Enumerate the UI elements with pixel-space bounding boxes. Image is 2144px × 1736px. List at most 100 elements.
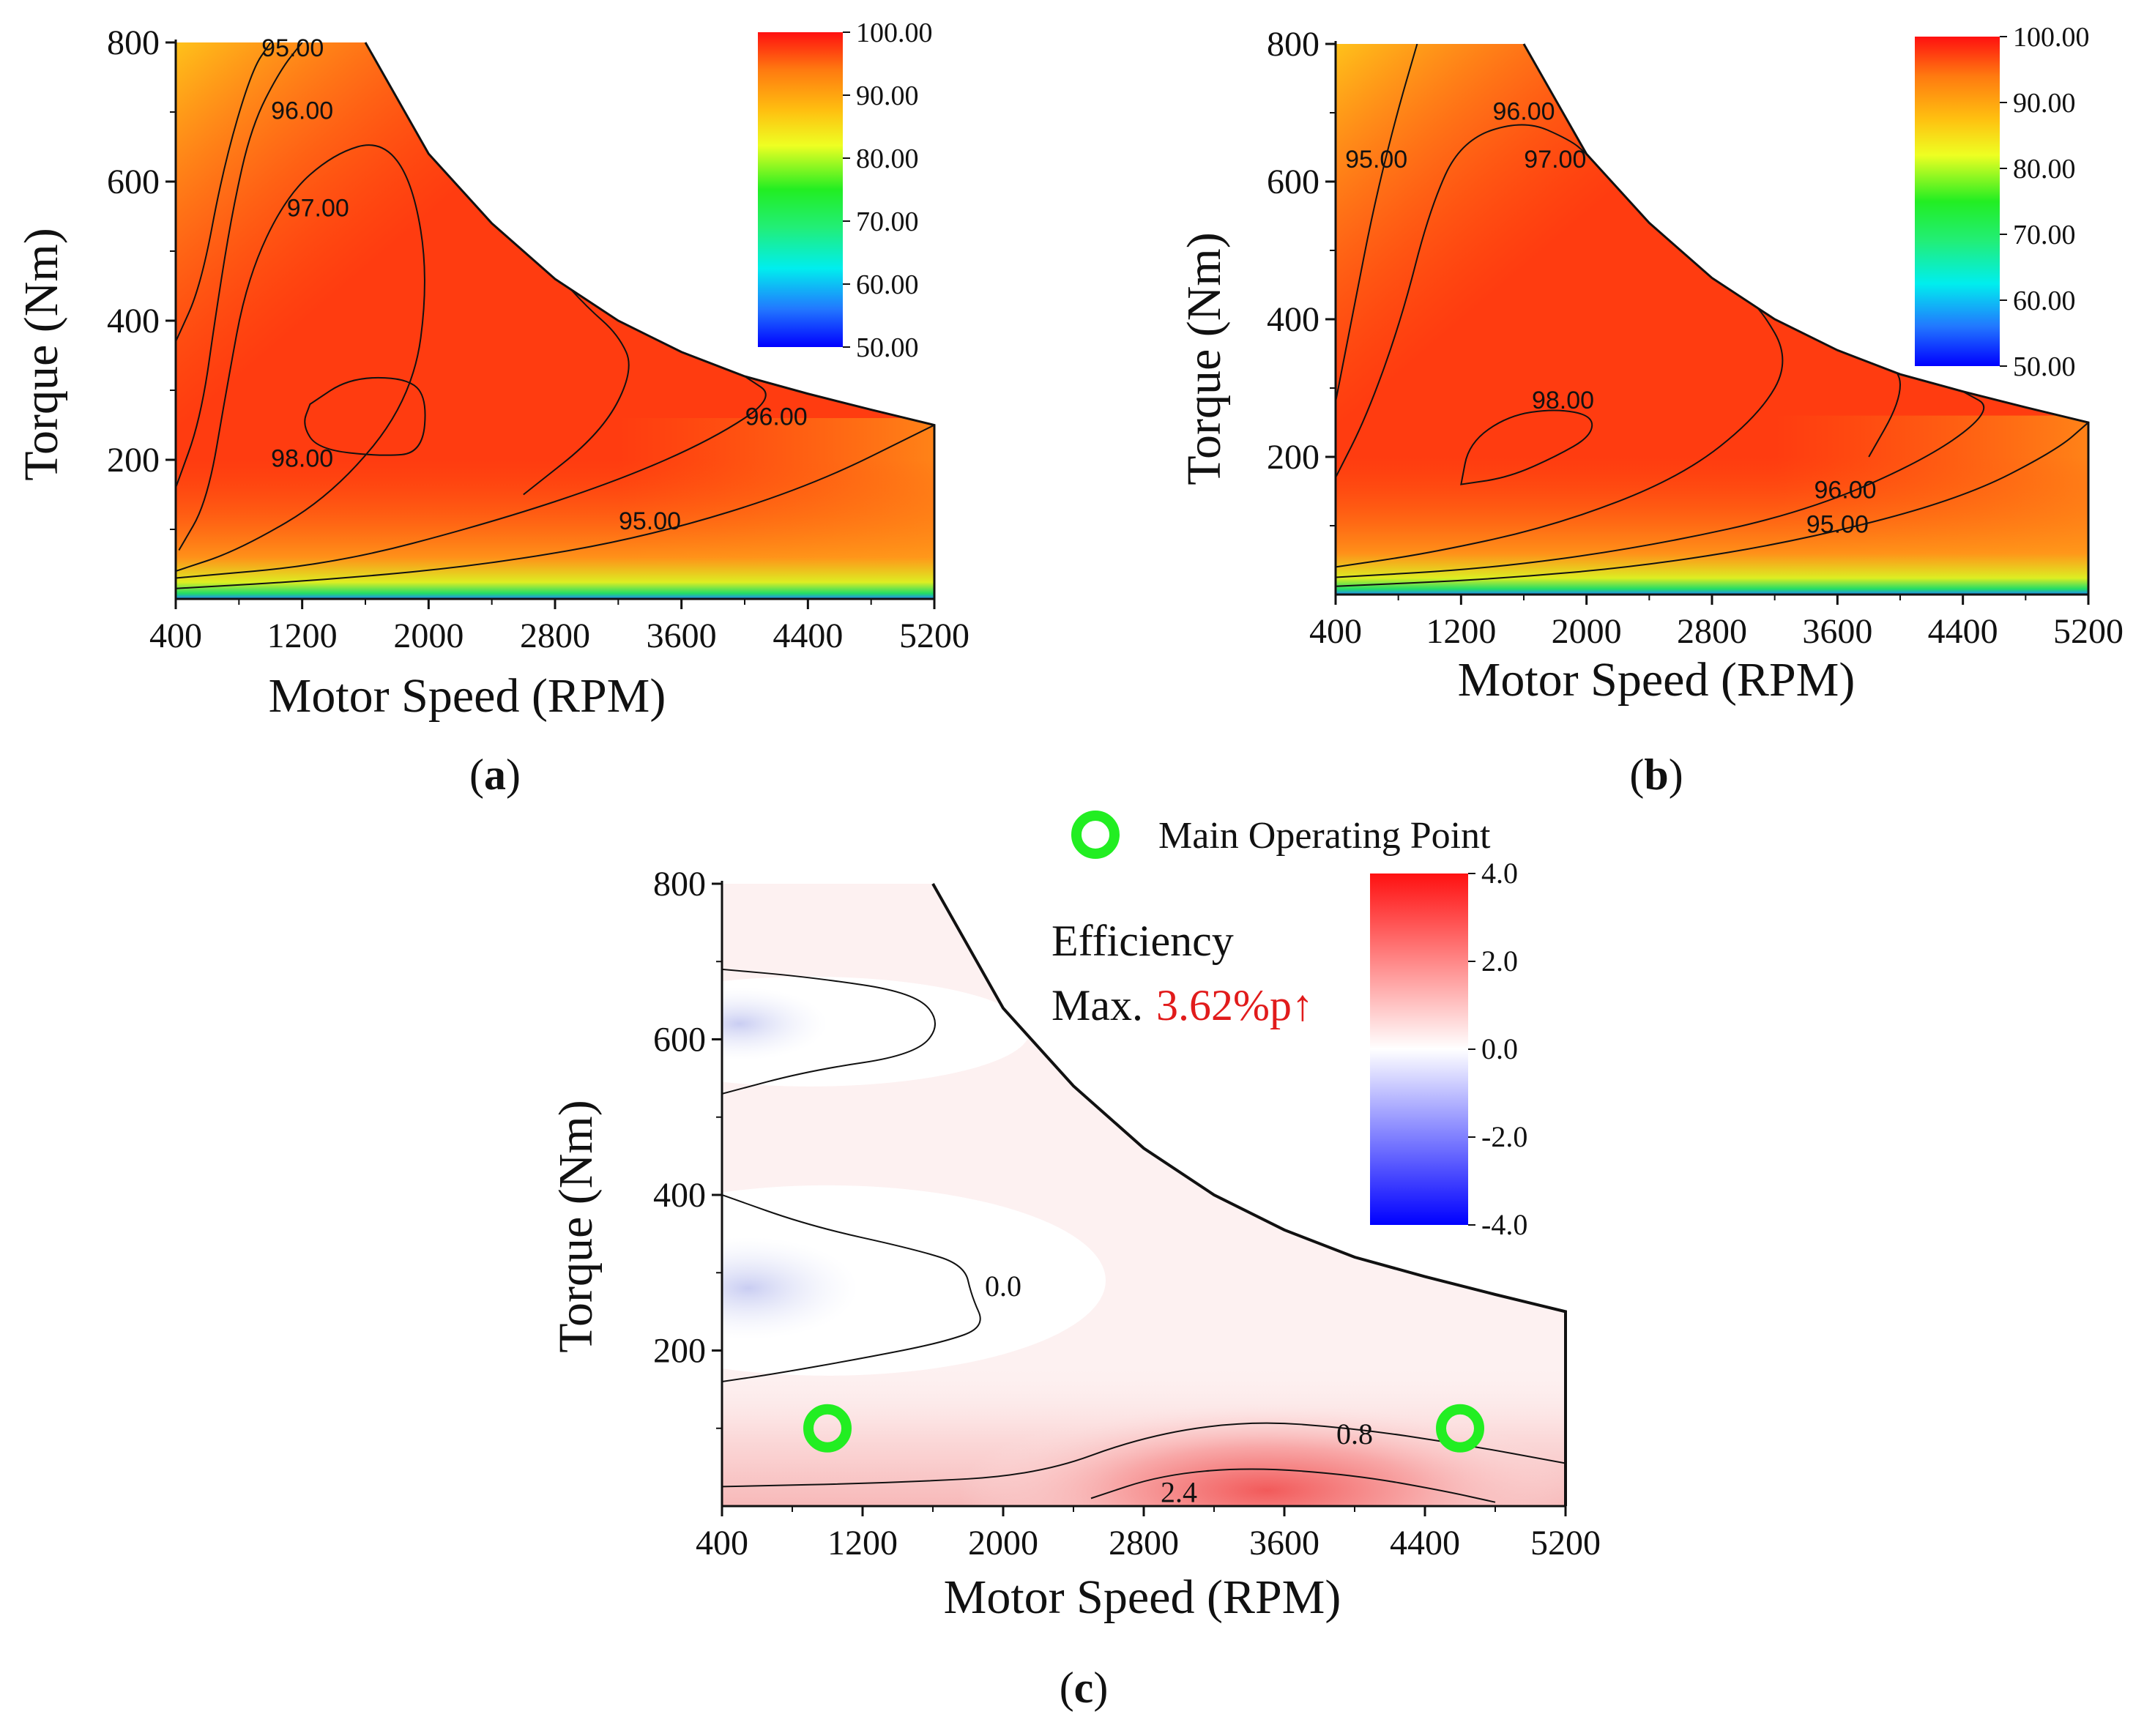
max-torque-envelope (931, 883, 1567, 1506)
x-tick-label: 3600 (1249, 1524, 1319, 1562)
contour-line (176, 42, 272, 342)
x-tick-label: 2000 (1552, 612, 1622, 651)
contour-line (176, 424, 934, 589)
colorbar-tick-label: 50.00 (856, 332, 919, 363)
colorbar-tick-label: 60.00 (856, 269, 919, 300)
colorbar-tick-label: 60.00 (2013, 286, 2076, 316)
y-tick-label: 600 (653, 1021, 706, 1059)
y-tick-label: 200 (1267, 438, 1319, 477)
x-axis-title: Motor Speed (RPM) (944, 1571, 1341, 1624)
annotation-title: Efficiency (1051, 917, 1234, 965)
y-tick-label: 800 (1267, 25, 1319, 64)
x-tick-label: 1200 (1426, 612, 1496, 651)
colorbar-tick-label: 80.00 (2013, 154, 2076, 185)
difference-negative-region-upper (722, 987, 827, 1061)
efficiency-low-region-bottom (1336, 457, 2088, 595)
efficiency-low-region-bottom (176, 460, 934, 599)
colorbar-tick-label: 0.0 (1481, 1032, 1518, 1065)
contour-line (1460, 409, 1593, 485)
x-axis-title: Motor Speed (RPM) (269, 669, 666, 723)
efficiency-low-region-left (176, 42, 631, 432)
x-tick-label: 2000 (393, 616, 464, 655)
colorbar-tick-labels: 4.0 2.0 0.0 -2.0 -4.0 (1468, 857, 1527, 1241)
contour-line (1336, 44, 1418, 402)
x-tick-label: 3600 (647, 616, 717, 655)
x-axis-title: Motor Speed (RPM) (1458, 653, 1855, 707)
y-tick-label: 400 (107, 302, 160, 340)
difference-negative-region-middle (722, 1237, 858, 1340)
contour-lines (176, 42, 934, 589)
y-axis-title: Torque (Nm) (15, 228, 68, 480)
contour-line (1090, 1468, 1496, 1503)
y-tick-label: 800 (653, 865, 706, 904)
contour-line (304, 376, 426, 456)
contour-label: 0.8 (1336, 1418, 1373, 1450)
colorbar-tick-label: 100.00 (2013, 22, 2090, 53)
colorbar-tick-label: 90.00 (856, 81, 919, 111)
colorbar-tick-label: -2.0 (1481, 1120, 1527, 1153)
annotation-max: Max. 3.62%p↑ (1051, 981, 1314, 1029)
contour-line (176, 144, 425, 572)
contour-label: 98.00 (1532, 387, 1594, 414)
contour-label: 97.00 (1524, 146, 1586, 174)
panel-a: 400 1200 2000 2800 3600 4400 5200 200 400 600 800… (15, 18, 969, 799)
contour-labels: 95.00 96.00 97.00 98.00 96.00 95.00 (261, 34, 808, 535)
y-axis-title: Torque (Nm) (1177, 232, 1231, 485)
contour-labels: 0.0 0.8 2.4 (985, 1270, 1373, 1509)
contour-label: 96.00 (745, 403, 808, 431)
colorbar-tick-label: 70.00 (856, 206, 919, 237)
contour-line (722, 968, 936, 1095)
legend-label: Main Operating Point (1158, 815, 1491, 857)
max-torque-envelope (364, 42, 936, 599)
x-tick-label: 4400 (1390, 1524, 1460, 1562)
contour-label: 96.00 (271, 97, 333, 125)
x-tick-label: 400 (149, 616, 202, 655)
x-tick-labels: 400 1200 2000 2800 3600 4400 5200 (149, 599, 969, 655)
contour-label: 97.00 (287, 195, 349, 223)
operating-point-marker (803, 1404, 852, 1453)
colorbar (1915, 37, 2000, 366)
colorbar-tick-labels: 100.00 90.00 80.00 70.00 60.00 50.00 (2000, 22, 2090, 382)
colorbar-tick-labels: 100.00 90.00 80.00 70.00 60.00 50.00 (843, 18, 933, 363)
contour-label: 95.00 (1806, 510, 1869, 538)
colorbar (1370, 873, 1468, 1225)
contour-line (176, 42, 303, 488)
contour-line (1336, 124, 1587, 478)
contour-lines (1336, 44, 2088, 587)
x-tick-labels: 400 1200 2000 2800 3600 4400 5200 (696, 1506, 1601, 1562)
x-tick-label: 3600 (1802, 612, 1872, 651)
panel-label: (a) (469, 750, 521, 799)
y-tick-labels: 200 400 600 800 (107, 23, 176, 530)
contour-label: 95.00 (619, 507, 681, 535)
y-tick-label: 200 (107, 441, 160, 480)
x-tick-label: 5200 (1530, 1524, 1601, 1562)
x-tick-labels: 400 1200 2000 2800 3600 4400 5200 (1309, 595, 2123, 651)
colorbar-tick-label: 2.0 (1481, 945, 1518, 977)
contour-label: 96.00 (1814, 476, 1876, 504)
x-tick-label: 5200 (2053, 612, 2123, 651)
y-axis-title: Torque (Nm) (549, 1100, 603, 1352)
x-tick-label: 400 (696, 1524, 748, 1562)
colorbar-tick-label: 4.0 (1481, 857, 1518, 890)
panel-label: (b) (1629, 750, 1683, 799)
max-torque-envelope (1522, 43, 2090, 595)
contour-label: 96.00 (1492, 97, 1555, 125)
x-tick-label: 1200 (267, 616, 338, 655)
x-tick-label: 2800 (1677, 612, 1747, 651)
contour-line (722, 1194, 981, 1382)
x-tick-label: 2800 (1109, 1524, 1179, 1562)
contour-label: 95.00 (1345, 146, 1407, 174)
x-tick-label: 2800 (520, 616, 590, 655)
y-tick-labels: 200 400 600 800 (1267, 25, 1336, 526)
operating-points (803, 1404, 1484, 1453)
colorbar-tick-label: 70.00 (2013, 220, 2076, 250)
y-tick-label: 400 (653, 1176, 706, 1215)
contour-line (176, 376, 767, 579)
contour-line (1336, 390, 1985, 578)
y-tick-label: 400 (1267, 300, 1319, 339)
contour-line (722, 1422, 1566, 1488)
operating-point-marker (1436, 1404, 1484, 1453)
y-tick-label: 800 (107, 23, 160, 62)
contour-label: 2.4 (1161, 1476, 1197, 1509)
